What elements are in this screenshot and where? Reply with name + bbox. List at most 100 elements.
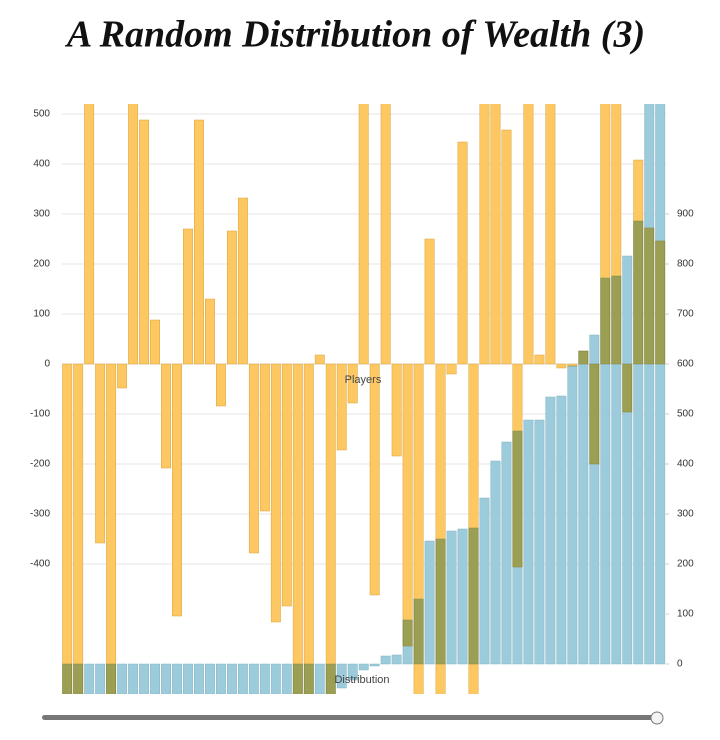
bar (292, 363, 303, 694)
y2-tick-label: 300 (677, 509, 694, 520)
bar (150, 319, 160, 365)
y-tick-label: -300 (30, 509, 50, 520)
bar (380, 104, 391, 365)
bars (62, 104, 666, 694)
bar (391, 363, 402, 457)
bar (501, 129, 512, 365)
bar (567, 365, 578, 665)
bar (215, 363, 226, 407)
bar (347, 363, 358, 404)
y-tick-label: 400 (33, 159, 50, 170)
bar (259, 663, 270, 694)
bar (172, 663, 182, 694)
bar (205, 298, 215, 365)
bar (600, 104, 611, 365)
bar (106, 363, 117, 694)
series-label: Distribution (334, 674, 389, 686)
bar (314, 663, 325, 694)
bar (446, 530, 457, 665)
bar (391, 654, 402, 665)
series-label: Players (345, 374, 382, 386)
slider-knob[interactable] (650, 711, 664, 725)
bar (117, 363, 128, 389)
bar (567, 363, 578, 367)
bar (183, 228, 193, 365)
bar (369, 363, 380, 596)
bar (611, 104, 622, 365)
bar (117, 663, 128, 694)
bar (545, 104, 556, 365)
bar (248, 663, 259, 694)
bar (578, 350, 589, 665)
bar (336, 363, 347, 451)
bar (622, 363, 633, 413)
bar (150, 663, 160, 694)
bar (226, 663, 237, 694)
bar (314, 354, 325, 365)
y-tick-label: -400 (30, 559, 50, 570)
y2-tick-label: 100 (677, 609, 694, 620)
bar (270, 663, 281, 694)
bar (205, 663, 215, 694)
bar (402, 363, 413, 647)
bar (358, 663, 369, 671)
bar (479, 104, 490, 365)
bar (237, 197, 248, 365)
bar (84, 663, 95, 694)
y2-tick-label: 900 (677, 209, 694, 220)
y2-tick-label: 700 (677, 309, 694, 320)
bar (622, 255, 633, 665)
bar (490, 460, 501, 665)
bar (457, 141, 468, 365)
bar (523, 104, 534, 365)
bar (556, 395, 567, 665)
bar (161, 663, 171, 694)
bar (512, 363, 523, 568)
y2-tick-label: 200 (677, 559, 694, 570)
y-tick-label: -200 (30, 459, 50, 470)
bar (413, 363, 424, 694)
bar (128, 104, 139, 365)
bar (589, 334, 600, 665)
bar (479, 497, 490, 665)
bar (303, 363, 314, 694)
bar (468, 363, 479, 694)
y-tick-label: 300 (33, 209, 50, 220)
bar (534, 354, 545, 365)
bar (534, 419, 545, 665)
bar (655, 240, 666, 365)
bar (523, 419, 534, 665)
slider[interactable] (42, 711, 664, 725)
bar (644, 227, 655, 365)
bar (446, 363, 457, 375)
y2-tick-label: 400 (677, 459, 694, 470)
y-tick-label: -100 (30, 409, 50, 420)
bar (644, 104, 655, 665)
bar (237, 663, 248, 694)
bar (194, 663, 204, 694)
y2-tick-label: 600 (677, 359, 694, 370)
bar (336, 663, 347, 689)
bar (424, 238, 435, 365)
bar (226, 230, 237, 365)
bar (281, 363, 292, 607)
bar (139, 119, 150, 365)
y-tick-label: 0 (44, 359, 50, 370)
bar (347, 663, 358, 681)
y-tick-label: 100 (33, 309, 50, 320)
y2-tick-label: 500 (677, 409, 694, 420)
bar (424, 540, 435, 665)
bar (84, 104, 95, 365)
bar (369, 663, 380, 667)
bar (501, 441, 512, 665)
bar (215, 663, 226, 694)
bar (73, 363, 84, 694)
bar (95, 363, 106, 544)
chart-title: A Random Distribution of Wealth (3) (65, 14, 645, 56)
bar (556, 363, 567, 369)
bar (172, 363, 182, 617)
bar (270, 363, 281, 623)
slider-track[interactable] (42, 715, 658, 720)
bar (95, 663, 106, 694)
bar (281, 663, 292, 694)
